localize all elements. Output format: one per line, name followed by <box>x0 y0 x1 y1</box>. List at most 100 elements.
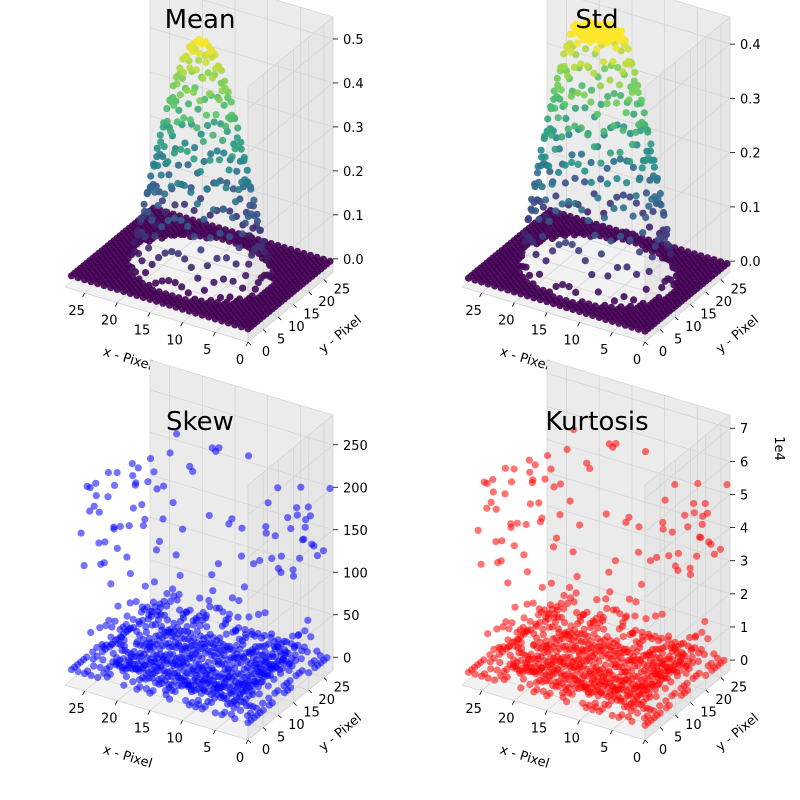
data-point <box>255 668 263 677</box>
data-point <box>305 669 313 677</box>
data-point <box>252 680 260 688</box>
data-point <box>158 223 166 231</box>
z-tick-label: 0 <box>343 651 351 666</box>
z-tick-label: 200 <box>343 481 368 496</box>
data-point <box>199 137 207 146</box>
data-point <box>161 249 169 257</box>
data-point <box>588 676 596 684</box>
data-point <box>297 483 305 491</box>
data-point <box>600 214 609 222</box>
data-point <box>152 279 160 287</box>
data-point <box>704 635 712 643</box>
data-point <box>162 691 170 699</box>
data-point <box>268 554 276 563</box>
data-point <box>229 277 237 285</box>
data-point <box>105 616 113 624</box>
data-point <box>233 134 241 142</box>
y-tick-label: 0 <box>659 345 667 360</box>
subplot-title: Skew <box>166 407 234 437</box>
data-point <box>191 674 199 682</box>
data-point <box>202 58 210 66</box>
data-point <box>126 658 134 666</box>
data-point <box>77 529 85 537</box>
data-point <box>674 549 683 558</box>
data-point <box>74 274 82 282</box>
data-point <box>167 128 175 136</box>
data-point <box>547 579 556 587</box>
x-tick-label: 15 <box>134 722 151 737</box>
data-point <box>637 683 645 691</box>
data-point <box>150 578 158 586</box>
data-point <box>574 89 582 97</box>
data-point <box>501 490 509 498</box>
data-point <box>219 136 227 145</box>
data-point <box>261 609 269 617</box>
data-point <box>146 455 155 463</box>
data-point <box>638 164 646 172</box>
data-point <box>230 697 239 705</box>
data-point <box>526 468 534 476</box>
data-point <box>170 619 178 627</box>
y-tick-label: 10 <box>685 320 702 335</box>
data-point <box>607 237 615 245</box>
y-tick-label: 10 <box>288 718 305 733</box>
data-point <box>148 216 156 224</box>
data-point <box>615 625 624 633</box>
data-point <box>148 260 156 269</box>
data-point <box>556 658 564 666</box>
data-point <box>633 709 642 717</box>
data-point <box>67 272 76 280</box>
data-point <box>180 200 189 208</box>
data-point <box>513 519 521 527</box>
data-point <box>608 660 616 669</box>
data-point <box>529 641 538 649</box>
data-point <box>612 99 621 107</box>
x-tick-label: 25 <box>68 702 85 717</box>
data-point <box>617 91 625 100</box>
data-point <box>208 444 216 452</box>
data-point <box>568 158 576 167</box>
data-point <box>166 597 175 606</box>
data-point <box>177 216 185 224</box>
data-point <box>184 100 193 108</box>
data-point <box>497 672 505 680</box>
y-tick-mark <box>720 677 725 681</box>
y-tick-mark <box>323 677 328 681</box>
data-point <box>160 119 168 127</box>
data-point <box>190 621 198 629</box>
data-point <box>609 606 617 614</box>
data-point <box>87 628 95 637</box>
y-tick-mark <box>323 279 328 283</box>
data-point <box>178 682 186 690</box>
data-point <box>648 253 656 261</box>
data-point <box>649 661 657 669</box>
data-point <box>587 623 595 632</box>
data-point <box>575 247 583 255</box>
data-point <box>219 275 228 283</box>
data-point <box>568 240 576 249</box>
data-point <box>642 189 651 197</box>
data-point <box>255 690 263 698</box>
data-point <box>603 180 612 188</box>
data-point <box>649 207 657 216</box>
x-tick-label: 15 <box>531 722 548 737</box>
data-point <box>546 167 554 176</box>
data-point <box>645 267 653 275</box>
data-point <box>663 225 671 233</box>
data-point <box>604 272 612 280</box>
data-point <box>564 125 572 133</box>
data-point <box>132 665 140 673</box>
data-point <box>159 656 167 664</box>
data-point <box>532 622 540 630</box>
data-point <box>313 647 321 655</box>
x-tick-mark <box>82 292 85 298</box>
data-point <box>693 552 701 560</box>
data-point <box>164 158 172 166</box>
data-point <box>534 162 542 170</box>
data-point <box>547 105 555 113</box>
data-point <box>695 649 703 657</box>
data-point <box>114 602 122 610</box>
data-point <box>635 176 643 184</box>
data-point <box>113 544 121 553</box>
data-point <box>570 598 578 606</box>
